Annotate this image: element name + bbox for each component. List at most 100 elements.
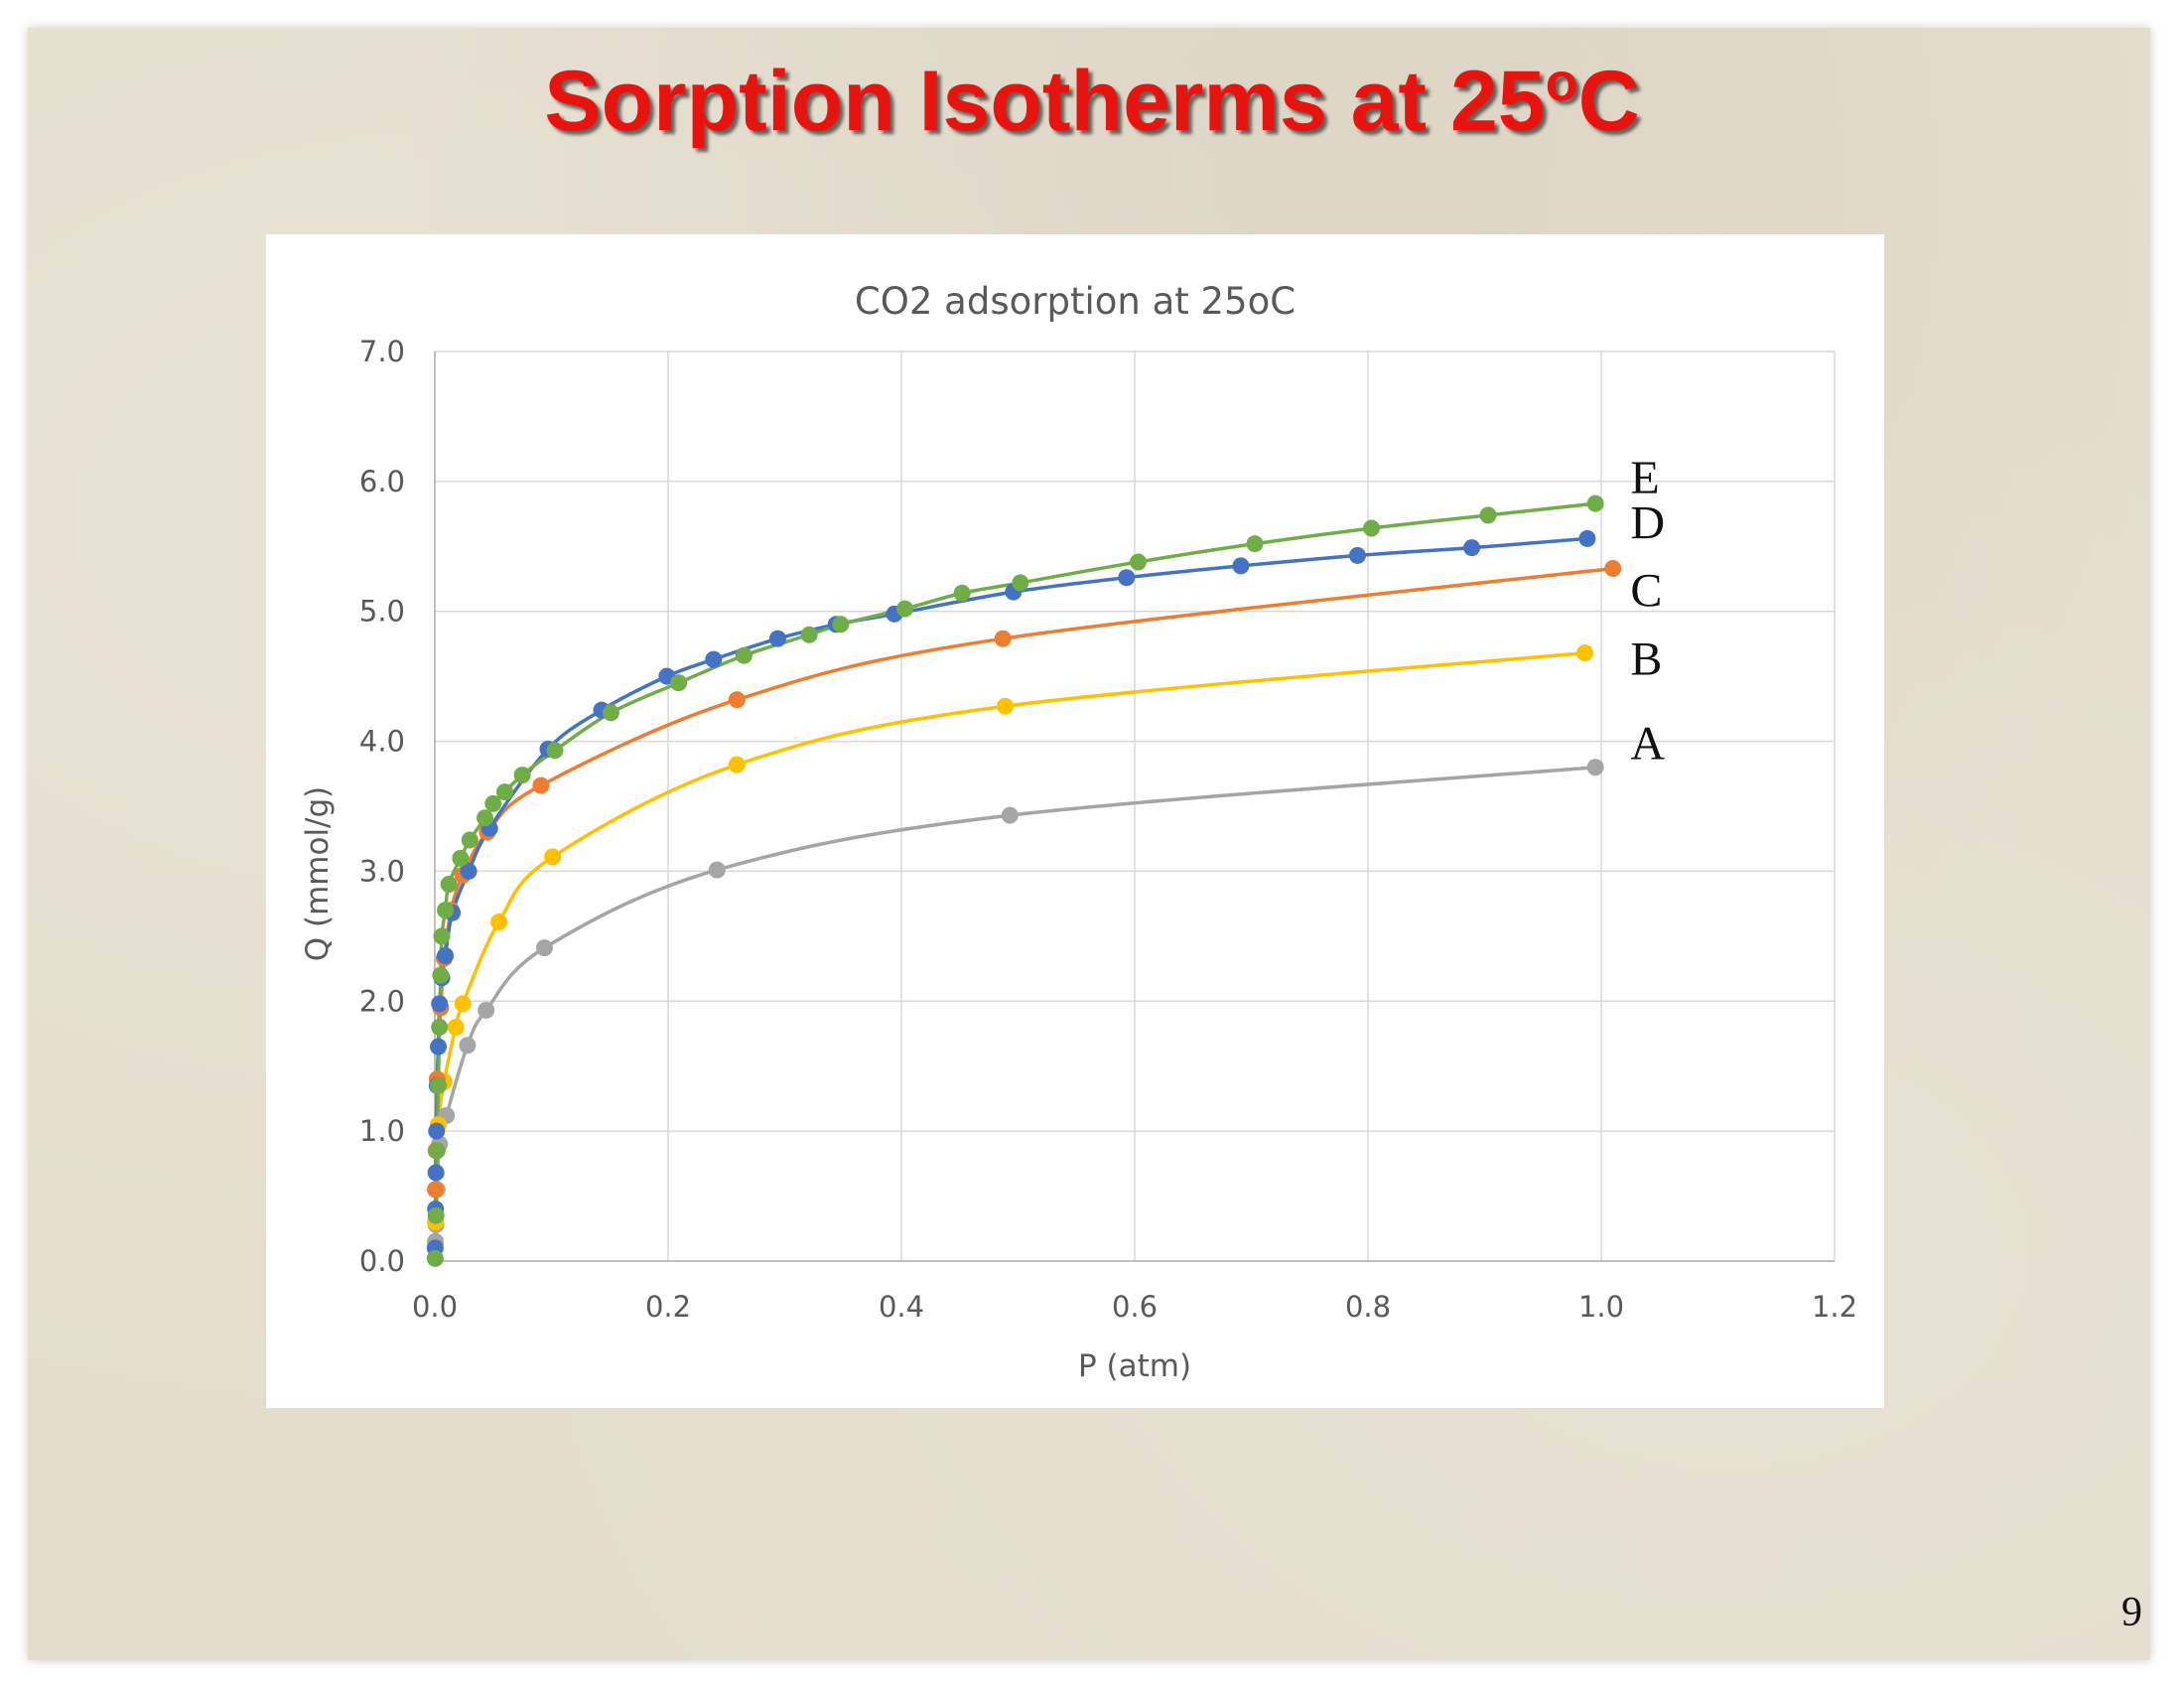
- data-point-e: [461, 831, 478, 849]
- data-point-d: [430, 1038, 448, 1055]
- data-point-e: [546, 742, 564, 760]
- data-point-e: [953, 584, 971, 602]
- data-point-a: [1586, 759, 1604, 776]
- data-point-e: [452, 849, 470, 867]
- data-point-e: [896, 600, 914, 618]
- data-point-b: [447, 1018, 465, 1036]
- data-point-e: [484, 794, 502, 812]
- data-point-d: [1232, 557, 1250, 575]
- data-point-d: [768, 630, 786, 647]
- x-tick-label: 0.0: [412, 1290, 458, 1324]
- data-point-b: [1576, 644, 1594, 662]
- data-point-e: [430, 1076, 448, 1094]
- data-point-e: [735, 646, 752, 664]
- series-label-c: C: [1630, 565, 1662, 618]
- y-axis-title: Q (mmol/g): [300, 786, 336, 962]
- data-point-a: [1001, 806, 1019, 824]
- data-point-e: [1012, 574, 1029, 592]
- y-tick-label: 7.0: [359, 335, 405, 368]
- data-point-e: [440, 876, 458, 894]
- data-point-e: [1130, 553, 1148, 571]
- data-point-d: [427, 1164, 445, 1182]
- y-tick-label: 2.0: [359, 984, 405, 1018]
- data-point-c: [994, 630, 1012, 647]
- data-point-e: [1363, 519, 1381, 537]
- data-point-a: [708, 861, 726, 879]
- data-point-b: [997, 697, 1015, 715]
- series-line-d: [433, 536, 1588, 1248]
- data-point-d: [460, 862, 478, 880]
- isotherm-chart: CO2 adsorption at 25oC 0.0 1.0 2.0 3.0 4.0 5.…: [300, 280, 1857, 1384]
- data-point-e: [602, 704, 619, 722]
- data-point-b: [490, 913, 508, 930]
- series-line-b: [433, 650, 1585, 1222]
- y-tick-label: 5.0: [359, 595, 405, 629]
- series-line-e: [433, 501, 1596, 1259]
- tick-labels: 0.0 1.0 2.0 3.0 4.0 5.0 6.0 7.0 0.0 0.2 0.4 0.6 0.8 1…: [359, 335, 1857, 1324]
- data-point-c: [427, 1181, 445, 1198]
- data-point-e: [1479, 506, 1497, 524]
- data-point-e: [437, 902, 455, 919]
- data-point-d: [1118, 569, 1136, 587]
- data-point-e: [431, 1018, 449, 1036]
- data-point-e: [496, 783, 513, 801]
- x-tick-label: 0.8: [1345, 1290, 1391, 1324]
- data-point-e: [513, 767, 531, 784]
- y-tick-label: 3.0: [359, 854, 405, 888]
- y-tick-label: 6.0: [359, 465, 405, 498]
- slide-title: Sorption Isotherms at 25oC: [0, 52, 2184, 151]
- data-point-e: [832, 616, 850, 633]
- x-axis-title: P (atm): [1078, 1348, 1191, 1384]
- slide-title-main: Sorption Isotherms at 25: [544, 54, 1546, 149]
- series-markers: [426, 494, 1622, 1267]
- data-point-b: [728, 756, 746, 774]
- series-line-c: [433, 566, 1613, 1191]
- data-point-a: [535, 939, 553, 957]
- x-tick-label: 1.0: [1578, 1290, 1624, 1324]
- series-lines: [433, 501, 1613, 1259]
- data-point-b: [544, 848, 562, 866]
- y-tick-label: 0.0: [359, 1244, 405, 1278]
- data-point-e: [1586, 494, 1604, 512]
- data-point-e: [670, 674, 688, 692]
- data-point-d: [1348, 546, 1366, 564]
- page-number: 9: [2121, 1590, 2142, 1635]
- data-point-e: [427, 1206, 445, 1224]
- x-tick-label: 0.6: [1112, 1290, 1158, 1324]
- series-label-b: B: [1630, 633, 1662, 686]
- data-point-e: [800, 626, 818, 643]
- y-tick-label: 4.0: [359, 725, 405, 759]
- data-point-b: [454, 995, 472, 1013]
- data-point-e: [426, 1249, 444, 1267]
- y-tick-label: 1.0: [359, 1114, 405, 1148]
- data-point-e: [1246, 535, 1264, 553]
- gridlines: [435, 351, 1836, 1261]
- series-label-d: D: [1630, 496, 1665, 549]
- data-point-e: [433, 927, 451, 945]
- data-point-a: [478, 1001, 495, 1019]
- data-point-c: [1604, 560, 1622, 578]
- chart-panel: CO2 adsorption at 25oC 0.0 1.0 2.0 3.0 4.0 5.…: [266, 234, 1884, 1408]
- data-point-e: [428, 1142, 446, 1160]
- data-point-d: [1578, 529, 1596, 547]
- series-label-a: A: [1630, 718, 1665, 771]
- x-tick-label: 1.2: [1812, 1290, 1857, 1324]
- series-label-e: E: [1630, 452, 1659, 504]
- data-point-e: [477, 809, 494, 827]
- data-point-e: [432, 966, 450, 984]
- x-tick-label: 0.2: [645, 1290, 691, 1324]
- slide-title-tail: C: [1577, 54, 1640, 149]
- slide-title-superscript: o: [1545, 53, 1578, 112]
- data-point-d: [437, 946, 455, 964]
- data-point-c: [728, 691, 746, 709]
- data-point-a: [459, 1037, 477, 1055]
- data-point-d: [428, 1122, 446, 1140]
- chart-title: CO2 adsorption at 25oC: [855, 280, 1296, 323]
- data-point-c: [532, 776, 550, 794]
- data-point-d: [431, 995, 449, 1013]
- data-point-d: [705, 650, 723, 668]
- x-tick-label: 0.4: [879, 1290, 924, 1324]
- series-line-a: [433, 765, 1596, 1242]
- data-point-d: [1463, 539, 1481, 557]
